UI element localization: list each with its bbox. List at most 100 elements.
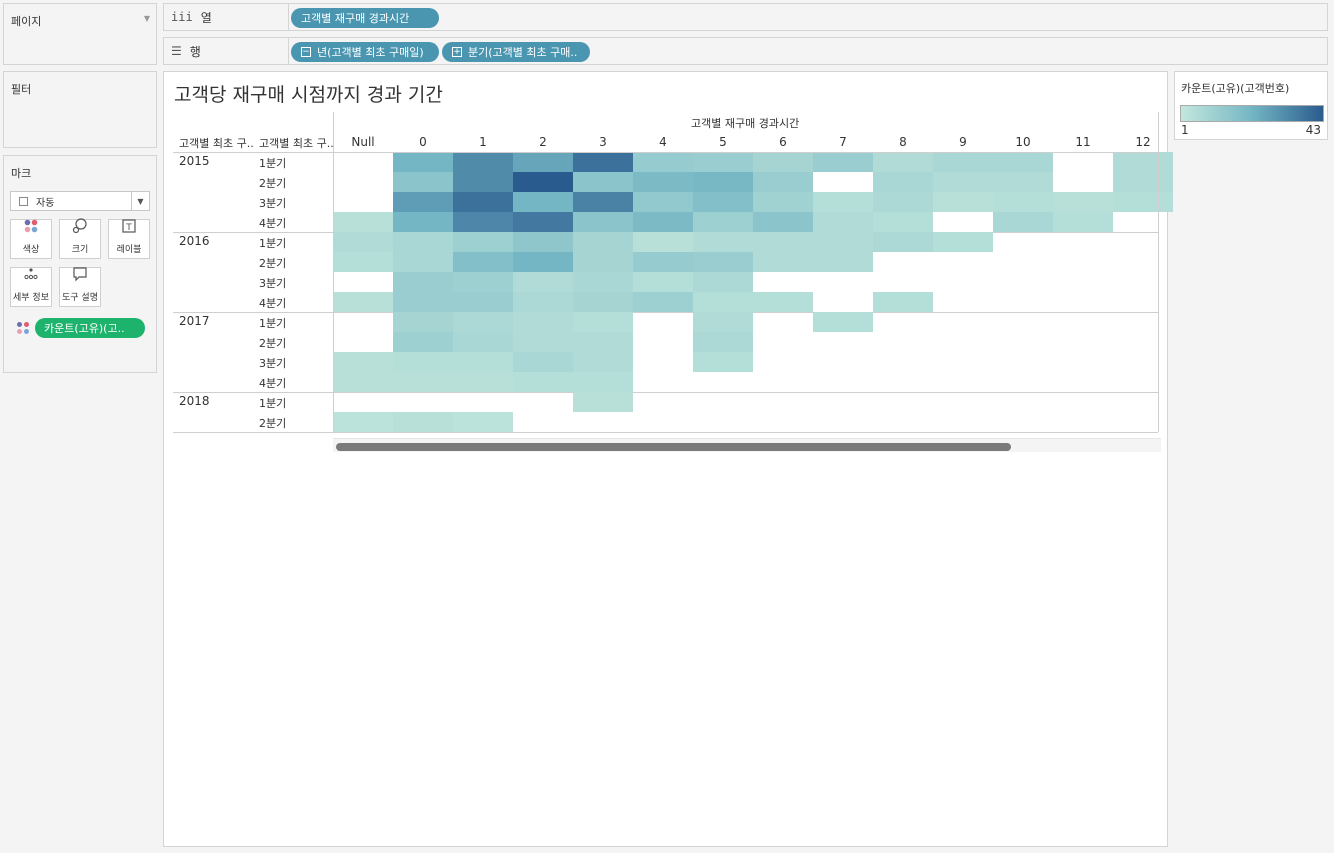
color-legend[interactable]: 카운트(고유)(고객번호) 1 43	[1174, 71, 1328, 140]
heatmap-cell[interactable]	[873, 292, 933, 312]
heatmap-cell[interactable]	[453, 212, 513, 232]
heatmap-cell[interactable]	[693, 352, 753, 372]
row-quarter-label[interactable]: 4분기	[259, 377, 287, 390]
row-year-label[interactable]: 2016	[179, 234, 210, 248]
collapse-icon[interactable]: −	[301, 47, 311, 57]
heatmap-cell[interactable]	[453, 312, 513, 332]
heatmap-cell[interactable]	[453, 192, 513, 212]
heatmap-cell[interactable]	[393, 412, 453, 432]
heatmap-cell[interactable]	[393, 232, 453, 252]
row-year-label[interactable]: 2015	[179, 154, 210, 168]
row-quarter-label[interactable]: 3분기	[259, 357, 287, 370]
row-quarter-label[interactable]: 1분기	[259, 317, 287, 330]
heatmap-cell[interactable]	[933, 152, 993, 172]
heatmap-cell[interactable]	[813, 232, 873, 252]
heatmap-cell[interactable]	[453, 252, 513, 272]
heatmap-cell[interactable]	[813, 312, 873, 332]
mark-type-select[interactable]: 자동 ▼	[10, 191, 150, 211]
heatmap-cell[interactable]	[693, 192, 753, 212]
heatmap-cell[interactable]	[513, 192, 573, 212]
heatmap-cell[interactable]	[573, 272, 633, 292]
heatmap-cell[interactable]	[393, 332, 453, 352]
heatmap-cell[interactable]	[573, 252, 633, 272]
heatmap-cell[interactable]	[1113, 172, 1173, 192]
heatmap-cell[interactable]	[933, 232, 993, 252]
heatmap-cell[interactable]	[813, 212, 873, 232]
heatmap-cell[interactable]	[693, 272, 753, 292]
heatmap-cell[interactable]	[453, 332, 513, 352]
heatmap-cell[interactable]	[693, 172, 753, 192]
row-quarter-label[interactable]: 2분기	[259, 337, 287, 350]
heatmap-cell[interactable]	[573, 172, 633, 192]
heatmap-cell[interactable]	[513, 252, 573, 272]
heatmap-cell[interactable]	[513, 292, 573, 312]
column-header[interactable]: 12	[1135, 135, 1151, 149]
row-header-quarter[interactable]: 고객별 최초 구..	[259, 137, 334, 150]
heatmap-cell[interactable]	[1053, 192, 1113, 212]
heatmap-cell[interactable]	[633, 252, 693, 272]
heatmap-cell[interactable]	[873, 152, 933, 172]
heatmap-cell[interactable]	[993, 172, 1053, 192]
heatmap-cell[interactable]	[513, 372, 573, 392]
chevron-down-icon[interactable]: ▼	[131, 192, 149, 210]
row-header-year[interactable]: 고객별 최초 구..	[179, 137, 254, 150]
column-header[interactable]: 0	[419, 135, 427, 149]
heatmap-cell[interactable]	[633, 292, 693, 312]
heatmap-cell[interactable]	[573, 292, 633, 312]
row-quarter-label[interactable]: 1분기	[259, 237, 287, 250]
heatmap-cell[interactable]	[633, 152, 693, 172]
columns-shelf[interactable]: iii 열 고객별 재구매 경과시간	[163, 3, 1328, 31]
row-year-label[interactable]: 2017	[179, 314, 210, 328]
heatmap-cell[interactable]	[513, 152, 573, 172]
heatmap-cell[interactable]	[753, 152, 813, 172]
heatmap-cell[interactable]	[393, 312, 453, 332]
heatmap-cell[interactable]	[333, 232, 393, 252]
detail-button[interactable]: 세부 정보	[10, 267, 52, 307]
heatmap-cell[interactable]	[333, 292, 393, 312]
row-quarter-label[interactable]: 4분기	[259, 217, 287, 230]
heatmap-cell[interactable]	[693, 252, 753, 272]
heatmap-cell[interactable]	[393, 152, 453, 172]
color-field-pill[interactable]: 카운트(고유)(고..	[35, 318, 145, 338]
heatmap-cell[interactable]	[573, 212, 633, 232]
heatmap-cell[interactable]	[813, 152, 873, 172]
heatmap-cell[interactable]	[813, 192, 873, 212]
heatmap-cell[interactable]	[453, 372, 513, 392]
color-button[interactable]: 색상	[10, 219, 52, 259]
heatmap-cell[interactable]	[453, 232, 513, 252]
heatmap-cell[interactable]	[693, 332, 753, 352]
heatmap-cell[interactable]	[393, 352, 453, 372]
heatmap-cell[interactable]	[513, 352, 573, 372]
heatmap-cell[interactable]	[393, 212, 453, 232]
heatmap-cell[interactable]	[513, 332, 573, 352]
heatmap-cell[interactable]	[993, 152, 1053, 172]
row-year-label[interactable]: 2018	[179, 394, 210, 408]
heatmap-cell[interactable]	[993, 192, 1053, 212]
heatmap-cell[interactable]	[513, 232, 573, 252]
column-header[interactable]: 10	[1015, 135, 1031, 149]
heatmap-cell[interactable]	[753, 252, 813, 272]
heatmap-cell[interactable]	[513, 312, 573, 332]
heatmap-cell[interactable]	[693, 292, 753, 312]
rows-pill-quarter[interactable]: + 분기(고객별 최초 구매..	[442, 42, 590, 62]
pages-dropdown-icon[interactable]: ▼	[143, 14, 150, 23]
heatmap-cell[interactable]	[573, 352, 633, 372]
heatmap-cell[interactable]	[753, 192, 813, 212]
heatmap-cell[interactable]	[393, 192, 453, 212]
columns-pill[interactable]: 고객별 재구매 경과시간	[291, 8, 439, 28]
heatmap-cell[interactable]	[633, 272, 693, 292]
heatmap-cell[interactable]	[573, 152, 633, 172]
heatmap-cell[interactable]	[513, 212, 573, 232]
column-header[interactable]: 2	[539, 135, 547, 149]
label-button[interactable]: T 레이블	[108, 219, 150, 259]
heatmap-cell[interactable]	[873, 232, 933, 252]
heatmap-cell[interactable]	[453, 152, 513, 172]
heatmap-cell[interactable]	[333, 412, 393, 432]
size-button[interactable]: 크기	[59, 218, 101, 259]
heatmap-cell[interactable]	[873, 192, 933, 212]
column-header[interactable]: 4	[659, 135, 667, 149]
heatmap-cell[interactable]	[393, 252, 453, 272]
heatmap-cell[interactable]	[1113, 192, 1173, 212]
column-header[interactable]: 1	[479, 135, 487, 149]
heatmap-cell[interactable]	[333, 372, 393, 392]
